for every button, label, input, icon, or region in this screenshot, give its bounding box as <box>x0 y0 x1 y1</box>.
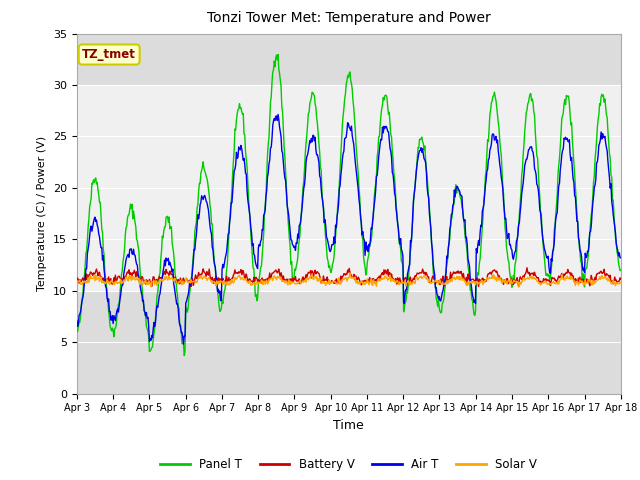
Solar V <box>73 281 81 287</box>
Solar V <box>433 278 440 284</box>
Panel T <box>195 189 202 194</box>
Air T <box>73 318 81 324</box>
Battery V <box>523 265 531 271</box>
Text: TZ_tmet: TZ_tmet <box>82 48 136 61</box>
Solar V <box>417 274 424 279</box>
Solar V <box>195 275 202 281</box>
Air T <box>417 147 424 153</box>
Panel T <box>274 52 282 58</box>
Battery V <box>617 276 625 282</box>
Solar V <box>617 280 625 286</box>
Panel T <box>73 327 81 333</box>
Panel T <box>417 137 424 143</box>
Panel T <box>139 291 147 297</box>
Battery V <box>431 276 438 282</box>
Panel T <box>180 353 188 359</box>
Battery V <box>223 273 230 279</box>
Legend: Panel T, Battery V, Air T, Solar V: Panel T, Battery V, Air T, Solar V <box>156 454 542 476</box>
Solar V <box>223 279 231 285</box>
Solar V <box>83 279 90 285</box>
Air T <box>180 341 188 347</box>
Battery V <box>73 276 81 282</box>
X-axis label: Time: Time <box>333 419 364 432</box>
Air T <box>223 241 231 247</box>
Bar <box>77 85 621 291</box>
Line: Air T: Air T <box>77 114 621 344</box>
Battery V <box>515 284 522 289</box>
Air T <box>617 255 625 261</box>
Battery V <box>194 274 202 279</box>
Solar V <box>139 282 147 288</box>
Battery V <box>83 271 90 277</box>
Y-axis label: Temperature (C) / Power (V): Temperature (C) / Power (V) <box>37 136 47 291</box>
Panel T <box>433 296 440 301</box>
Air T <box>274 111 282 117</box>
Solar V <box>147 284 155 289</box>
Solar V <box>346 270 354 276</box>
Battery V <box>139 275 147 280</box>
Panel T <box>617 267 625 273</box>
Battery V <box>415 271 422 277</box>
Panel T <box>223 261 231 266</box>
Line: Battery V: Battery V <box>77 268 621 287</box>
Line: Panel T: Panel T <box>77 55 621 356</box>
Air T <box>195 216 202 222</box>
Air T <box>83 266 90 272</box>
Panel T <box>83 248 90 253</box>
Line: Solar V: Solar V <box>77 273 621 287</box>
Air T <box>139 299 147 304</box>
Air T <box>433 285 440 290</box>
Title: Tonzi Tower Met: Temperature and Power: Tonzi Tower Met: Temperature and Power <box>207 12 491 25</box>
